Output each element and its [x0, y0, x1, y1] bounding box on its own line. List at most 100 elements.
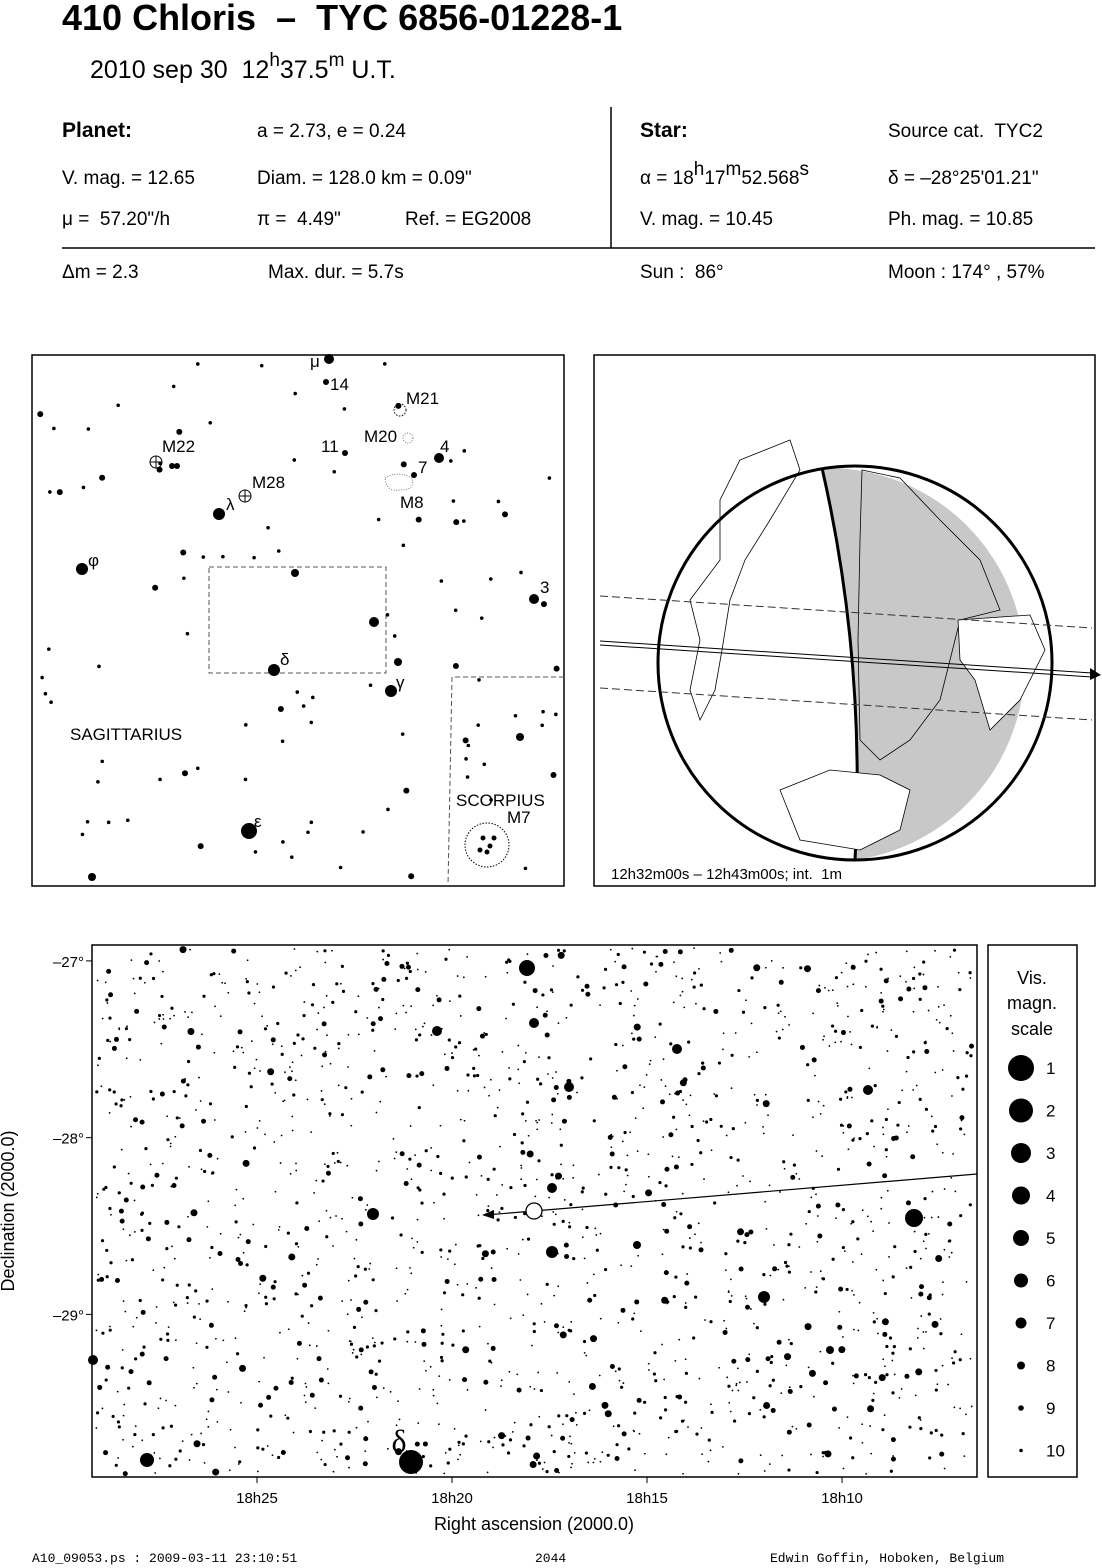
star — [616, 952, 620, 957]
star — [116, 403, 120, 408]
star — [935, 1254, 943, 1262]
star — [308, 1344, 311, 1347]
antarctica — [779, 769, 911, 851]
star — [550, 772, 557, 779]
star — [787, 1243, 791, 1247]
star — [581, 1236, 584, 1239]
star — [259, 1283, 262, 1286]
star — [437, 1423, 440, 1426]
star — [255, 1058, 258, 1061]
star — [412, 1246, 415, 1249]
star — [382, 362, 387, 366]
star — [702, 1120, 705, 1123]
star — [873, 1145, 875, 1148]
star — [504, 1435, 507, 1437]
star — [891, 1351, 895, 1355]
star — [336, 1159, 340, 1164]
star — [414, 1038, 419, 1042]
star — [924, 1232, 928, 1236]
star — [621, 964, 627, 970]
star — [442, 1192, 446, 1196]
star — [700, 1427, 703, 1429]
star — [193, 1386, 195, 1389]
star — [844, 1090, 848, 1094]
star — [490, 1361, 493, 1364]
star — [366, 1204, 369, 1206]
star — [108, 992, 114, 998]
star — [842, 1131, 845, 1134]
star — [617, 1367, 621, 1371]
star — [109, 1325, 111, 1328]
finder-label: μ — [310, 352, 320, 371]
star — [501, 1050, 504, 1053]
star — [709, 1117, 713, 1122]
star — [662, 949, 668, 955]
star — [116, 1390, 119, 1393]
star — [252, 1146, 257, 1150]
star — [176, 428, 183, 435]
star — [804, 1323, 812, 1331]
star — [418, 1033, 422, 1037]
star — [411, 472, 417, 478]
star — [261, 1015, 264, 1018]
star — [385, 1075, 387, 1078]
star — [658, 961, 664, 967]
star — [822, 1455, 824, 1458]
star — [187, 1283, 191, 1287]
star — [119, 1104, 123, 1108]
star — [886, 1189, 889, 1192]
star — [493, 1114, 497, 1118]
star — [106, 968, 112, 974]
star — [672, 1044, 682, 1054]
star — [332, 1470, 335, 1473]
star — [894, 1034, 899, 1038]
star — [367, 1074, 373, 1080]
star — [287, 1328, 290, 1331]
star — [444, 1278, 450, 1284]
star — [198, 1148, 203, 1153]
star — [645, 1189, 653, 1197]
star — [484, 1409, 487, 1411]
star — [379, 1100, 382, 1103]
star — [506, 1451, 511, 1455]
star — [208, 1102, 213, 1106]
star — [664, 1228, 670, 1234]
star — [888, 1336, 893, 1340]
star-field — [88, 946, 978, 1477]
star — [496, 1218, 500, 1222]
star — [253, 1002, 256, 1005]
star — [462, 737, 469, 744]
star — [188, 1165, 190, 1168]
star — [481, 1250, 489, 1258]
star — [294, 1079, 297, 1082]
star — [965, 1413, 967, 1416]
star — [373, 986, 379, 992]
star — [806, 1098, 810, 1102]
star — [292, 458, 297, 462]
star — [416, 1186, 420, 1190]
star — [454, 1045, 458, 1049]
star — [742, 1175, 744, 1177]
star — [881, 1318, 889, 1326]
star — [217, 1251, 223, 1257]
star — [438, 1375, 441, 1377]
star — [295, 690, 300, 694]
star — [143, 1402, 147, 1406]
star — [564, 1082, 574, 1092]
star — [882, 1279, 885, 1282]
star — [693, 947, 695, 950]
star — [305, 1386, 308, 1388]
star — [727, 1191, 730, 1194]
star — [440, 1308, 443, 1311]
legend-label: 6 — [1046, 1272, 1055, 1291]
star — [551, 991, 554, 993]
star — [310, 695, 315, 700]
star — [318, 1377, 324, 1383]
star — [957, 971, 960, 974]
star — [476, 1244, 480, 1248]
star — [919, 1426, 923, 1431]
star — [613, 1202, 619, 1208]
star — [242, 1159, 250, 1167]
nebula — [402, 432, 414, 444]
